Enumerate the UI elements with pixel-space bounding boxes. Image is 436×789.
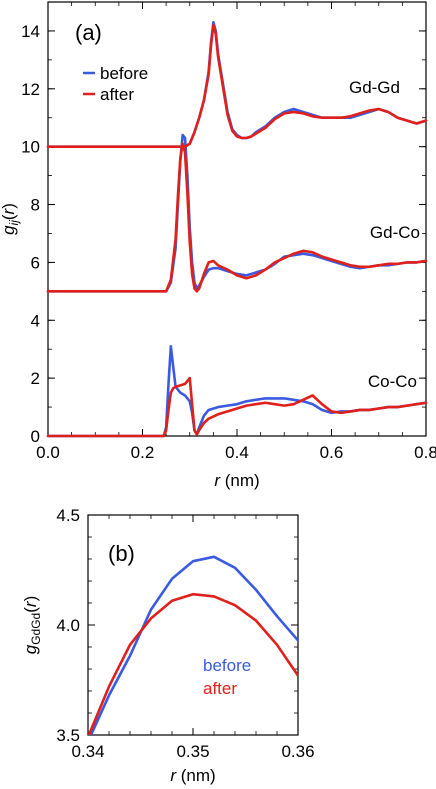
x-tick-label: 0.2 <box>131 443 155 462</box>
annotation-co-co: Co-Co <box>368 372 417 391</box>
legend-before-label: before <box>100 64 148 83</box>
legend-a: before after <box>83 64 148 104</box>
series-lines-a <box>46 20 428 438</box>
x-tick-label: 0.6 <box>320 443 344 462</box>
x-tick-label: 0.4 <box>225 443 249 462</box>
y-tick-label: 12 <box>21 80 40 99</box>
legend-after-label: after <box>100 85 134 104</box>
series-line-after <box>88 592 298 735</box>
series-line-before <box>89 555 298 735</box>
annotation-gd-gd: Gd-Gd <box>349 78 400 97</box>
legend-before-label-b: before <box>203 656 251 675</box>
series-line-after-gd-gd <box>46 23 428 148</box>
y-tick-label: 4 <box>31 311 40 330</box>
panel-label-a: (a) <box>75 20 102 45</box>
x-tick-label: 0.0 <box>36 443 60 462</box>
y-tick-label: 3.5 <box>56 726 80 745</box>
y-tick-label: 4.5 <box>56 506 80 525</box>
y-tick-label: 10 <box>21 138 40 157</box>
series-line-after-gd-co <box>46 142 428 293</box>
panel-a: 0.0 0.2 0.4 0.6 0.8 0 2 4 6 8 10 12 14 (a) Gd-Gd Gd-… <box>0 1 436 490</box>
annotation-gd-co: Gd-Co <box>370 223 420 242</box>
y-tick-label: 2 <box>31 369 40 388</box>
x-tick-label: 0.35 <box>176 742 209 761</box>
x-axis-label-b: r (nm) <box>170 766 215 785</box>
y-tick-label: 8 <box>31 196 40 215</box>
x-tick-label: 0.34 <box>71 742 104 761</box>
series-line-before-co-co <box>46 345 428 438</box>
y-axis-label-a: gij(r) <box>0 203 21 235</box>
x-tick-label: 0.36 <box>281 742 314 761</box>
ticks-a: 0.0 0.2 0.4 0.6 0.8 0 2 4 6 8 10 12 14 <box>21 1 436 462</box>
y-tick-label: 0 <box>31 427 40 446</box>
x-tick-label: 0.8 <box>414 443 436 462</box>
panel-b: 0.34 0.35 0.36 3.5 4.0 4.5 (b) before after r… <box>21 506 315 785</box>
y-tick-label: 6 <box>31 253 40 272</box>
legend-after-label-b: after <box>203 679 237 698</box>
ticks-b: 0.34 0.35 0.36 3.5 4.0 4.5 <box>56 506 314 761</box>
y-tick-label: 4.0 <box>56 616 80 635</box>
panel-label-b: (b) <box>108 541 135 566</box>
series-line-after-co-co <box>46 376 428 438</box>
y-axis-label-b: gGdGd(r) <box>21 596 43 655</box>
y-tick-label: 14 <box>21 22 40 41</box>
x-axis-label-a: r (nm) <box>214 471 259 490</box>
series-lines-b <box>88 555 298 735</box>
